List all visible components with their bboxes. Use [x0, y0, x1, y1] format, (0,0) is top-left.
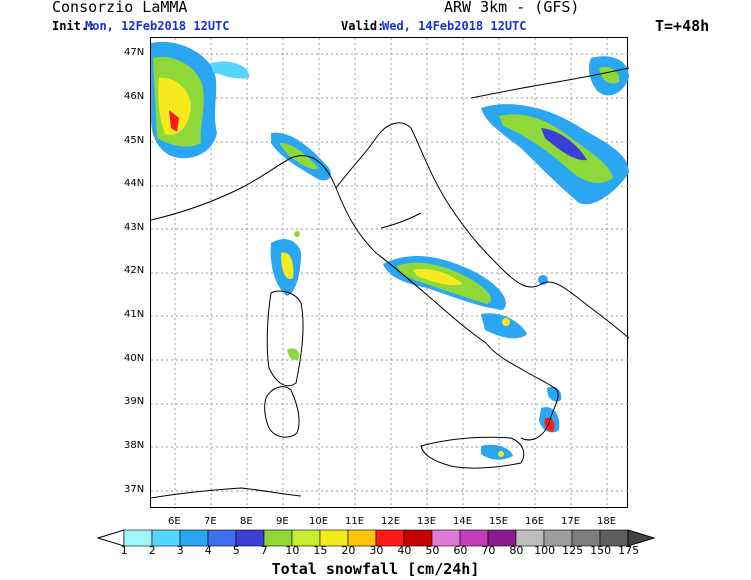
lon-label: 6E [168, 516, 181, 527]
colorbar-tick-label: 100 [534, 544, 556, 557]
map-svg [150, 38, 630, 509]
colorbar-tick-label: 70 [481, 544, 496, 557]
colorbar-tick-label: 40 [397, 544, 412, 557]
colorbar-tick-label: 20 [341, 544, 356, 557]
snow-alps-west [151, 41, 217, 159]
colorbar-tick-label: 10 [285, 544, 300, 557]
colorbar-tick-label: 5 [232, 544, 240, 557]
colorbar-tick-label: 7 [260, 544, 268, 557]
snow-sardinia [287, 348, 300, 360]
colorbar-tick-label: 50 [425, 544, 440, 557]
lon-label: 14E [453, 516, 473, 527]
lat-label: 41N [124, 309, 145, 320]
org-title: Consorzio LaMMA [52, 0, 188, 16]
lat-label: 47N [124, 47, 145, 58]
valid-value: Wed, 14Feb2018 12UTC [382, 19, 527, 33]
lat-label: 42N [124, 265, 145, 276]
colorbar [96, 529, 656, 547]
lat-label: 46N [124, 91, 145, 102]
lon-label: 12E [381, 516, 401, 527]
lat-label: 39N [124, 396, 145, 407]
colorbar-title: Total snowfall [cm/24h] [271, 560, 480, 578]
colorbar-tick-label: 4 [204, 544, 212, 557]
snowfall-map [150, 37, 630, 509]
colorbar-tick-label: 15 [313, 544, 328, 557]
lon-label: 18E [597, 516, 617, 527]
lat-label: 44N [124, 178, 145, 189]
colorbar-tick-label: 30 [369, 544, 384, 557]
lon-label: 10E [309, 516, 329, 527]
colorbar-tick-label: 80 [509, 544, 524, 557]
grid-lines [151, 38, 629, 509]
snow-alps-north [211, 61, 250, 79]
lon-label: 16E [525, 516, 545, 527]
snow-balkans [481, 56, 629, 205]
lat-label: 40N [124, 353, 145, 364]
lat-label: 37N [124, 484, 145, 495]
valid-label: Valid: [341, 19, 385, 33]
snow-central-apennines [383, 256, 506, 310]
colorbar-tick-label: 1 [120, 544, 128, 557]
model-title: ARW 3km - (GFS) [444, 0, 580, 16]
colorbar-tick-label: 175 [618, 544, 640, 557]
lat-label: 45N [124, 135, 145, 146]
colorbar-end-right [627, 529, 656, 547]
colorbar-tick-label: 150 [590, 544, 612, 557]
lat-label: 38N [124, 440, 145, 451]
lead-time: T=+48h [655, 17, 710, 35]
snow-apennines-north [271, 132, 331, 181]
init-value: Mon, 12Feb2018 12UTC [85, 19, 230, 33]
colorbar-tick-label: 125 [562, 544, 584, 557]
colorbar-tick-label: 2 [148, 544, 156, 557]
lon-label: 8E [240, 516, 253, 527]
lon-label: 13E [417, 516, 437, 527]
lon-label: 11E [345, 516, 365, 527]
init-label: Init.: [52, 19, 96, 33]
coastlines [150, 67, 630, 499]
colorbar-tick-label: 3 [176, 544, 184, 557]
lon-label: 7E [204, 516, 217, 527]
colorbar-tick-label: 60 [453, 544, 468, 557]
lon-label: 9E [276, 516, 289, 527]
lon-label: 15E [489, 516, 509, 527]
snow-corsica [270, 231, 301, 296]
lon-label: 17E [561, 516, 581, 527]
snow-sicily [481, 444, 513, 460]
lat-label: 43N [124, 222, 145, 233]
snow-south-apennines [481, 275, 548, 339]
